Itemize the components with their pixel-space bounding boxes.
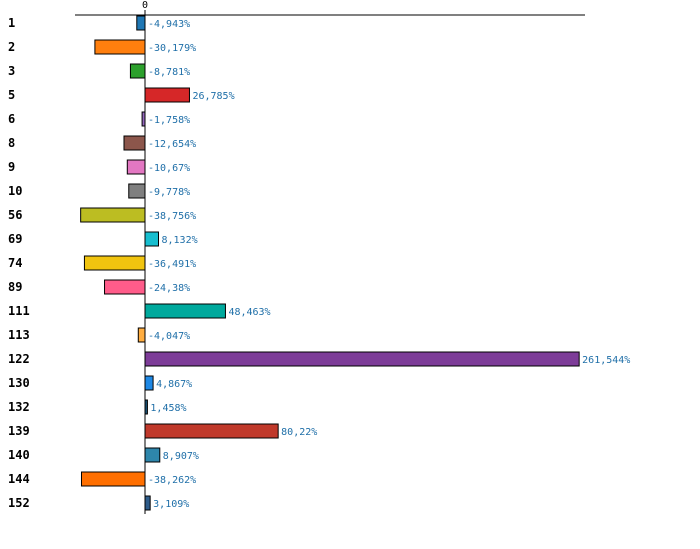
value-label-56: -38,756% bbox=[148, 211, 196, 222]
value-label-140: 8,907% bbox=[163, 451, 199, 462]
bar-10 bbox=[128, 183, 146, 199]
category-label-56: 56 bbox=[8, 208, 22, 222]
category-label-144: 144 bbox=[8, 472, 30, 486]
category-label-3: 3 bbox=[8, 64, 15, 78]
bar-3 bbox=[129, 63, 146, 79]
value-label-111: 48,463% bbox=[228, 307, 270, 318]
category-label-130: 130 bbox=[8, 376, 30, 390]
category-label-10: 10 bbox=[8, 184, 22, 198]
value-label-130: 4,867% bbox=[156, 379, 192, 390]
bar-130 bbox=[144, 375, 154, 391]
bar-9 bbox=[126, 159, 146, 175]
value-label-6: -1,758% bbox=[148, 115, 190, 126]
category-label-9: 9 bbox=[8, 160, 15, 174]
bar-139 bbox=[144, 423, 279, 439]
category-label-122: 122 bbox=[8, 352, 30, 366]
category-label-111: 111 bbox=[8, 304, 30, 318]
category-label-139: 139 bbox=[8, 424, 30, 438]
category-label-1: 1 bbox=[8, 16, 15, 30]
bar-5 bbox=[144, 87, 190, 103]
value-label-5: 26,785% bbox=[192, 91, 234, 102]
category-label-8: 8 bbox=[8, 136, 15, 150]
value-label-10: -9,778% bbox=[148, 187, 190, 198]
value-label-113: -4,047% bbox=[148, 331, 190, 342]
value-label-9: -10,67% bbox=[148, 163, 190, 174]
value-label-8: -12,654% bbox=[148, 139, 196, 150]
category-label-74: 74 bbox=[8, 256, 22, 270]
bar-69 bbox=[144, 231, 159, 247]
bar-152 bbox=[144, 495, 151, 511]
category-label-152: 152 bbox=[8, 496, 30, 510]
bar-74 bbox=[83, 255, 146, 271]
zero-tick-label: 0 bbox=[142, 0, 148, 11]
value-label-89: -24,38% bbox=[148, 283, 190, 294]
bar-2 bbox=[94, 39, 146, 55]
category-label-2: 2 bbox=[8, 40, 15, 54]
value-label-122: 261,544% bbox=[582, 355, 630, 366]
bar-144 bbox=[80, 471, 146, 487]
bar-111 bbox=[144, 303, 226, 319]
bar-1 bbox=[136, 15, 146, 31]
category-label-140: 140 bbox=[8, 448, 30, 462]
value-label-139: 80,22% bbox=[281, 427, 317, 438]
category-label-69: 69 bbox=[8, 232, 22, 246]
value-label-1: -4,943% bbox=[148, 19, 190, 30]
bar-140 bbox=[144, 447, 161, 463]
category-label-89: 89 bbox=[8, 280, 22, 294]
value-label-3: -8,781% bbox=[148, 67, 190, 78]
bars-group: 1 -4,943% 2 -30,179% 3 -8,781% 5 26,785% 6 -1,758… bbox=[8, 15, 630, 511]
category-label-5: 5 bbox=[8, 88, 15, 102]
bar-8 bbox=[123, 135, 146, 151]
bar-56 bbox=[80, 207, 146, 223]
value-label-2: -30,179% bbox=[148, 43, 196, 54]
value-label-132: 1,458% bbox=[150, 403, 186, 414]
value-label-69: 8,132% bbox=[161, 235, 197, 246]
category-label-113: 113 bbox=[8, 328, 30, 342]
category-label-6: 6 bbox=[8, 112, 15, 126]
bar-113 bbox=[137, 327, 146, 343]
value-label-152: 3,109% bbox=[153, 499, 189, 510]
bar-89 bbox=[104, 279, 146, 295]
value-label-144: -38,262% bbox=[148, 475, 196, 486]
value-label-74: -36,491% bbox=[148, 259, 196, 270]
category-label-132: 132 bbox=[8, 400, 30, 414]
bar-122 bbox=[144, 351, 580, 367]
